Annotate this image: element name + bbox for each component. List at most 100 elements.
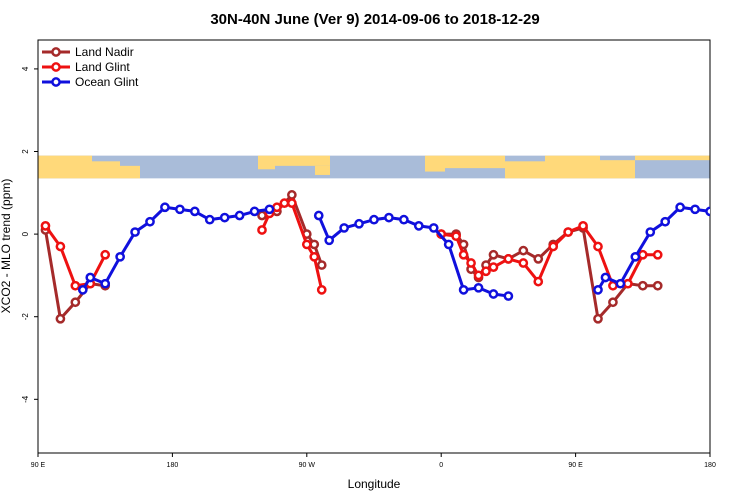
data-point-ocean-glint xyxy=(339,223,349,233)
legend-label: Land Nadir xyxy=(75,45,134,59)
data-point-land-glint xyxy=(563,227,573,237)
data-point-land-nadir xyxy=(55,313,66,324)
data-point-land-glint xyxy=(316,285,327,295)
data-point-land-glint xyxy=(458,249,469,260)
series-land-glint xyxy=(40,198,663,295)
map-land-shape xyxy=(600,160,635,179)
y-axis-label: XCO2 - MLO trend (ppm) xyxy=(0,179,13,314)
data-point-land-glint xyxy=(279,198,290,208)
data-point-ocean-glint xyxy=(77,285,88,295)
data-point-land-nadir xyxy=(533,254,544,264)
data-point-land-glint xyxy=(466,258,476,268)
x-tick-label: 180 xyxy=(167,462,179,469)
plot-frame xyxy=(37,39,711,454)
series-ocean-glint xyxy=(77,202,710,301)
x-tick-label: 90 E xyxy=(31,462,46,469)
data-point-ocean-glint xyxy=(264,204,275,215)
x-tick-label: 90 W xyxy=(299,462,316,469)
data-point-land-nadir xyxy=(518,245,529,256)
x-axis-label: Longitude xyxy=(348,477,401,491)
map-land-shape xyxy=(315,165,330,175)
data-point-ocean-glint xyxy=(219,212,230,223)
data-point-land-glint xyxy=(55,241,66,252)
y-tick-label: 0 xyxy=(21,231,30,236)
data-point-land-glint xyxy=(301,239,312,250)
data-point-ocean-glint xyxy=(458,285,469,295)
data-point-land-glint xyxy=(70,280,81,291)
data-point-ocean-glint xyxy=(443,239,454,250)
data-point-land-glint xyxy=(488,262,499,272)
data-point-land-nadir xyxy=(488,249,499,260)
data-point-ocean-glint xyxy=(189,206,200,217)
data-point-land-glint xyxy=(593,241,603,252)
data-point-land-glint xyxy=(518,258,529,268)
data-point-land-glint xyxy=(473,270,484,281)
data-point-ocean-glint xyxy=(369,214,379,225)
data-point-land-glint xyxy=(533,276,544,287)
data-point-ocean-glint xyxy=(690,204,700,215)
data-point-ocean-glint xyxy=(313,210,324,221)
data-point-ocean-glint xyxy=(399,214,409,225)
y-axis: -4 -2 0 2 4 xyxy=(21,66,38,403)
data-point-ocean-glint xyxy=(645,227,656,237)
y-tick-label: 2 xyxy=(21,149,30,154)
y-tick-label: -4 xyxy=(21,395,30,403)
map-land-shape xyxy=(545,155,600,179)
series-line-ocean-glint xyxy=(596,205,710,291)
data-point-land-nadir xyxy=(309,239,320,250)
data-point-ocean-glint xyxy=(428,223,439,233)
data-point-ocean-glint xyxy=(488,289,499,299)
data-point-ocean-glint xyxy=(130,227,140,237)
series-land-nadir xyxy=(40,190,663,324)
data-point-ocean-glint xyxy=(204,214,215,225)
data-point-ocean-glint xyxy=(145,216,155,227)
data-point-ocean-glint xyxy=(705,206,710,217)
legend-item-ocean-glint: Ocean Glint xyxy=(42,75,139,89)
x-tick-label: 180 xyxy=(704,462,716,469)
data-point-land-glint xyxy=(503,254,514,264)
data-point-ocean-glint xyxy=(600,272,611,283)
data-point-land-nadir xyxy=(637,280,648,291)
data-point-land-glint xyxy=(40,221,51,231)
data-point-land-glint xyxy=(481,266,491,277)
map-land-shape xyxy=(275,155,330,166)
data-point-land-nadir xyxy=(652,280,663,291)
data-point-land-glint xyxy=(257,225,267,235)
data-point-land-glint xyxy=(451,231,461,242)
data-point-land-nadir xyxy=(608,297,618,308)
legend-marker xyxy=(51,77,61,87)
data-point-ocean-glint xyxy=(324,235,335,246)
data-point-land-glint xyxy=(309,251,320,262)
data-point-ocean-glint xyxy=(660,216,671,227)
data-point-land-nadir xyxy=(287,190,297,200)
data-point-ocean-glint xyxy=(503,291,514,301)
data-point-ocean-glint xyxy=(249,206,260,217)
legend-marker xyxy=(51,47,61,57)
data-point-ocean-glint xyxy=(234,210,245,221)
y-tick-label: 4 xyxy=(21,66,30,71)
data-point-land-nadir xyxy=(316,260,327,270)
chart-title: 30N-40N June (Ver 9) 2014-09-06 to 2018-… xyxy=(210,11,539,28)
y-tick-label: -2 xyxy=(21,313,30,321)
data-point-ocean-glint xyxy=(413,221,424,231)
data-point-land-glint xyxy=(287,198,297,208)
world-map-band xyxy=(38,155,710,179)
data-point-ocean-glint xyxy=(354,218,364,229)
map-land-shape xyxy=(440,155,505,169)
legend-item-land-glint: Land Glint xyxy=(42,60,130,74)
data-point-ocean-glint xyxy=(473,282,484,293)
data-point-ocean-glint xyxy=(675,202,685,213)
data-point-ocean-glint xyxy=(175,204,185,215)
data-point-land-glint xyxy=(652,249,663,260)
map-land-shape xyxy=(120,165,140,179)
data-point-land-nadir xyxy=(257,210,267,221)
data-point-land-glint xyxy=(548,241,559,252)
legend-label: Land Glint xyxy=(75,60,130,74)
data-point-ocean-glint xyxy=(615,278,626,289)
map-land-shape xyxy=(38,155,92,179)
data-point-land-glint xyxy=(100,249,111,260)
data-point-ocean-glint xyxy=(100,278,111,289)
data-point-ocean-glint xyxy=(384,212,394,223)
